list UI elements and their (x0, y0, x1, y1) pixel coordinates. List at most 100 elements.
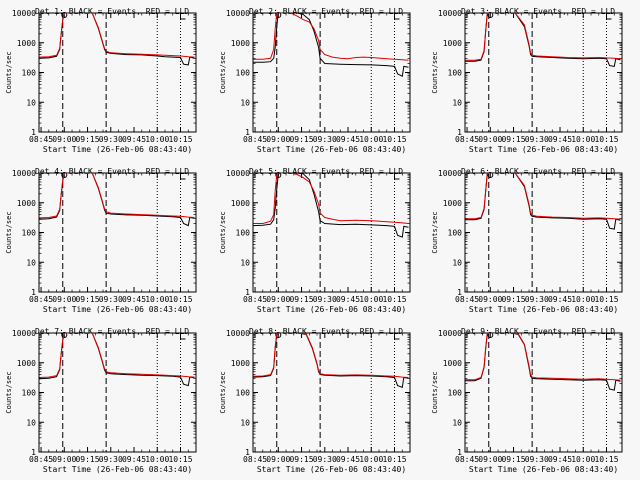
y-tick-label: 10 (240, 98, 250, 107)
x-tick-label: 09:30 (525, 135, 549, 144)
x-tick-label: 09:15 (75, 295, 99, 304)
y-tick-label: 1 (457, 288, 462, 297)
start-marker-glyph (61, 172, 68, 178)
y-axis-label: Counts/sec (431, 51, 439, 93)
x-tick-label: 08:45 (29, 135, 53, 144)
panel-title: Det 7: BLACK = Events, RED = LLD (35, 327, 189, 336)
end-marker-glyph (606, 333, 612, 340)
y-axis-label: Counts/sec (5, 51, 13, 93)
x-tick-label: 10:00 (571, 455, 595, 464)
y-tick-label: 1 (31, 288, 36, 297)
lld-series-line (39, 173, 195, 219)
y-tick-label: 1000 (443, 39, 462, 48)
y-tick-label: 100 (236, 69, 251, 78)
x-tick-label: 09:15 (289, 135, 313, 144)
x-tick-label: 08:45 (243, 135, 267, 144)
y-axis-label: Counts/sec (431, 211, 439, 253)
end-marker-glyph (606, 173, 612, 180)
events-series-line (253, 173, 409, 238)
panel-6: Det 6: BLACK = Events, RED = LLD 1 10 100 10… (431, 167, 623, 314)
panel-4: Det 4: BLACK = Events, RED = LLD 1 10 100 10… (5, 167, 197, 314)
x-tick-label: 10:00 (359, 295, 383, 304)
end-marker-glyph (180, 333, 186, 340)
x-tick-label: 09:00 (266, 295, 290, 304)
y-tick-label: 10000 (12, 329, 36, 338)
y-tick-label: 100 (22, 229, 37, 238)
x-tick-label: 10:00 (359, 135, 383, 144)
panel-title: Det 2: BLACK = Events, RED = LLD (249, 7, 403, 16)
y-tick-label: 100 (448, 389, 463, 398)
y-tick-label: 1 (457, 128, 462, 137)
x-tick-label: 09:00 (266, 135, 290, 144)
y-tick-label: 10 (240, 418, 250, 427)
x-tick-label: 09:00 (52, 295, 76, 304)
y-tick-label: 100 (448, 229, 463, 238)
x-axis-label: Start Time (26-Feb-06 08:43:40) (469, 145, 618, 154)
y-tick-label: 10000 (438, 329, 462, 338)
y-tick-label: 1 (31, 448, 36, 457)
x-tick-label: 09:30 (313, 455, 337, 464)
x-axis-label: Start Time (26-Feb-06 08:43:40) (257, 465, 406, 474)
x-tick-label: 09:45 (122, 455, 146, 464)
y-tick-label: 10000 (226, 329, 250, 338)
y-tick-label: 10000 (12, 9, 36, 18)
x-tick-label: 09:45 (336, 295, 360, 304)
lld-series-line (465, 13, 621, 61)
y-tick-label: 1000 (17, 359, 36, 368)
x-axis-label: Start Time (26-Feb-06 08:43:40) (257, 305, 406, 314)
y-tick-label: 10000 (226, 169, 250, 178)
x-tick-label: 09:00 (52, 135, 76, 144)
y-tick-label: 100 (236, 389, 251, 398)
lld-series-line (253, 13, 409, 61)
x-tick-label: 08:45 (455, 455, 479, 464)
y-tick-label: 10 (452, 98, 462, 107)
panel-title: Det 1: BLACK = Events, RED = LLD (35, 7, 189, 16)
lld-series-line (253, 173, 409, 224)
panel-7: Det 7: BLACK = Events, RED = LLD 1 10 100 10… (5, 327, 197, 474)
x-tick-label: 08:45 (243, 455, 267, 464)
y-tick-label: 100 (236, 229, 251, 238)
y-tick-label: 10000 (226, 9, 250, 18)
x-tick-label: 09:00 (478, 135, 502, 144)
y-tick-label: 10 (452, 418, 462, 427)
x-tick-label: 08:45 (29, 455, 53, 464)
y-tick-label: 10 (26, 418, 36, 427)
end-marker-glyph (394, 173, 400, 180)
y-tick-label: 1000 (231, 199, 250, 208)
panel-title: Det 3: BLACK = Events, RED = LLD (461, 7, 615, 16)
x-tick-label: 09:15 (501, 135, 525, 144)
y-axis-label: Counts/sec (5, 211, 13, 253)
y-tick-label: 10 (26, 258, 36, 267)
x-tick-label: 09:15 (501, 455, 525, 464)
x-tick-label: 09:15 (75, 135, 99, 144)
y-tick-label: 1 (457, 448, 462, 457)
x-tick-label: 10:15 (168, 135, 192, 144)
x-tick-label: 09:15 (289, 455, 313, 464)
x-tick-label: 10:15 (594, 295, 618, 304)
x-tick-label: 09:45 (336, 455, 360, 464)
x-tick-label: 09:45 (548, 295, 572, 304)
x-tick-label: 09:00 (266, 455, 290, 464)
x-tick-label: 09:45 (122, 135, 146, 144)
y-tick-label: 10 (452, 258, 462, 267)
end-marker-glyph (394, 333, 400, 340)
x-tick-label: 10:00 (145, 295, 169, 304)
y-tick-label: 1 (31, 128, 36, 137)
x-tick-label: 08:45 (29, 295, 53, 304)
y-axis-label: Counts/sec (219, 371, 227, 413)
panel-title: Det 4: BLACK = Events, RED = LLD (35, 167, 189, 176)
x-tick-label: 09:30 (99, 455, 123, 464)
panel-9: Det 9: BLACK = Events, RED = LLD 1 10 100 10… (431, 327, 623, 474)
lld-series-line (465, 173, 621, 220)
y-tick-label: 10000 (12, 169, 36, 178)
x-tick-label: 10:00 (359, 455, 383, 464)
start-marker-glyph (487, 332, 494, 338)
x-tick-label: 09:15 (501, 295, 525, 304)
x-tick-label: 09:00 (478, 455, 502, 464)
end-marker-glyph (180, 13, 186, 20)
y-tick-label: 1 (245, 288, 250, 297)
panel-3: Det 3: BLACK = Events, RED = LLD 1 10 100 10… (431, 7, 623, 154)
x-tick-label: 08:45 (455, 135, 479, 144)
x-tick-label: 09:45 (548, 455, 572, 464)
